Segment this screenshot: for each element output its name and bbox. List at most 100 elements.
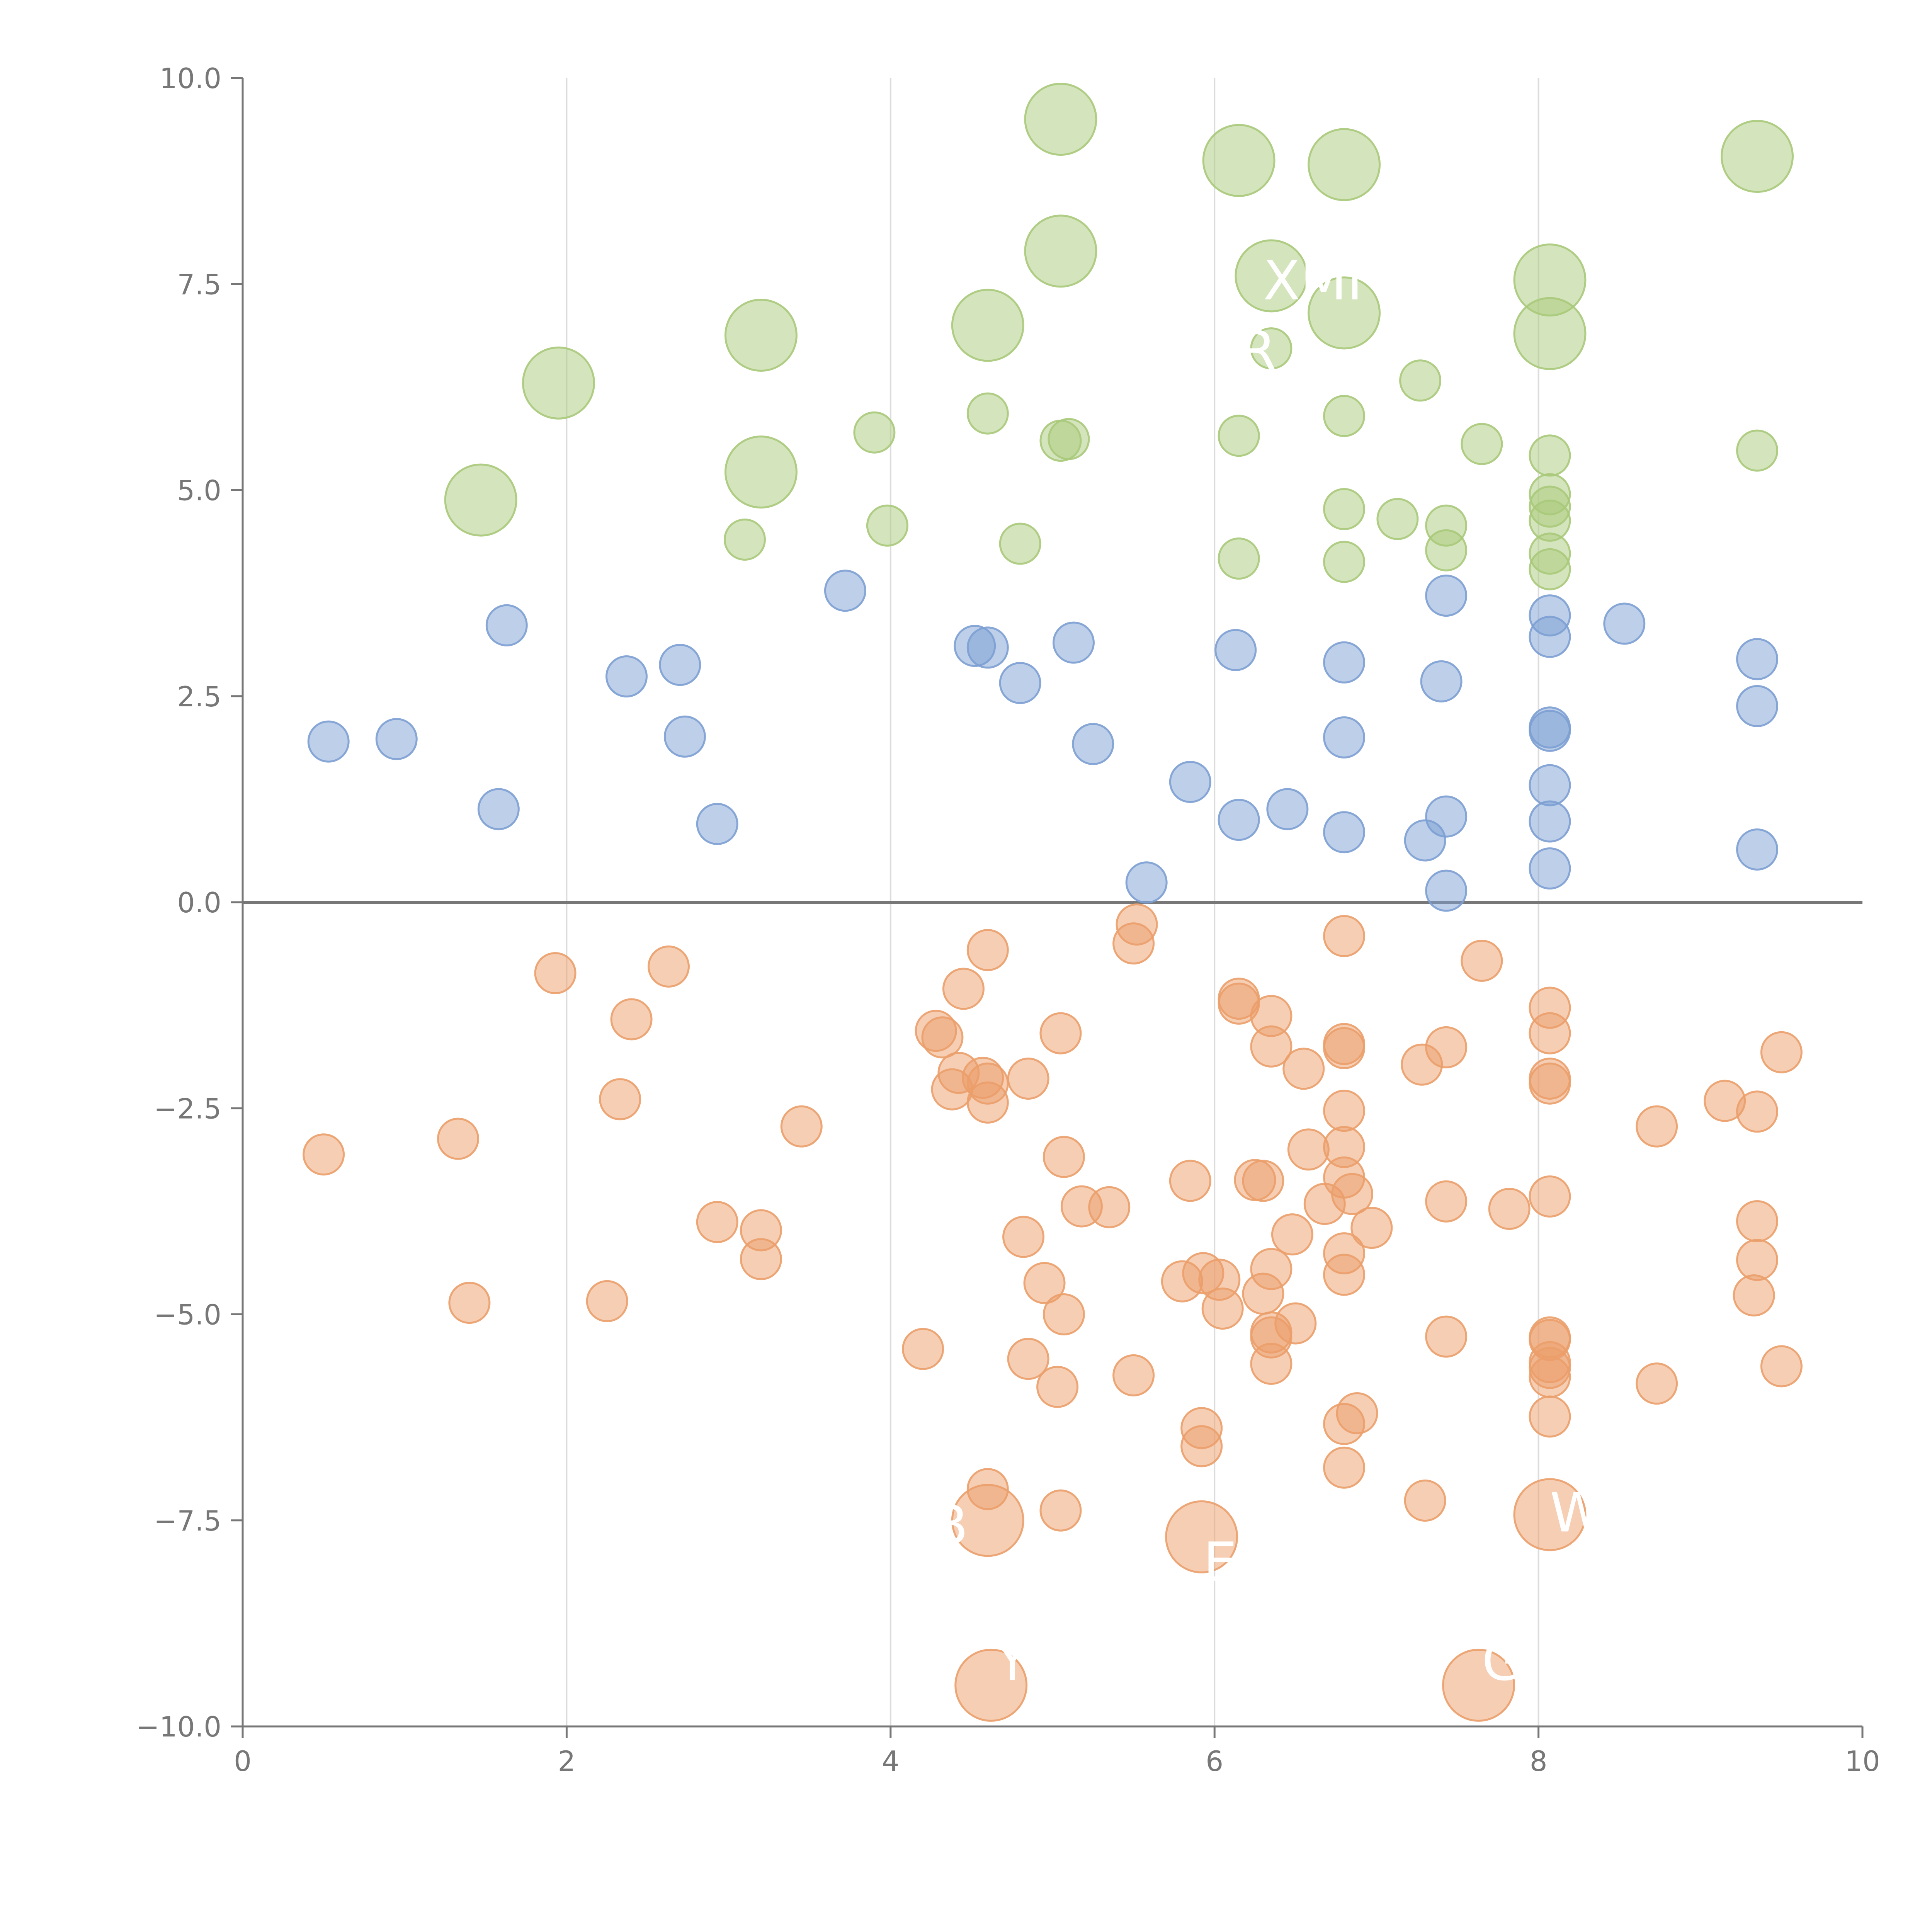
point-orange-16 [780,1105,823,1148]
point-orange-74 [1323,1446,1366,1489]
point-label-0: XMI [1263,250,1363,313]
point-green-2 [1308,128,1381,201]
point-orange-25 [966,1062,1009,1105]
point-green-36 [1218,537,1260,580]
point-green-7 [1308,276,1381,350]
point-orange-8 [534,952,577,994]
point-orange-72 [1323,1253,1366,1296]
point-green-29 [1376,498,1419,540]
point-blue-33 [1529,847,1571,890]
point-label-5: Y [995,1630,1029,1693]
point-green-1 [1202,124,1276,197]
point-blue-1 [375,718,418,760]
point-blue-2 [485,604,528,646]
y-tick-label-6: −5.0 [154,1299,221,1331]
point-orange-32 [1036,1366,1079,1408]
point-blue-32 [1529,800,1571,843]
point-green-38 [1529,548,1571,590]
point-orange-89 [1529,1175,1571,1218]
point-green-25 [724,518,766,561]
x-tick-label-1: 2 [558,1745,575,1777]
x-tick-label-2: 4 [882,1745,900,1777]
point-orange-28 [1002,1216,1045,1258]
y-tick-label-2: 5.0 [177,474,221,507]
point-blue-17 [1218,799,1260,841]
point-blue-6 [663,715,706,758]
point-orange-29 [1007,1057,1049,1100]
point-orange-101 [1736,1239,1779,1281]
point-orange-13 [696,1201,738,1243]
point-green-5 [1235,239,1308,313]
point-orange-59 [1250,1342,1293,1385]
point-blue-35 [1736,638,1779,680]
point-green-8 [1513,297,1587,370]
data-points [303,83,1803,1722]
y-tick-label-1: 7.5 [177,268,221,301]
point-green-27 [999,522,1041,565]
point-orange-1 [1165,1500,1238,1573]
point-orange-5 [303,1133,345,1176]
point-blue-11 [999,662,1041,704]
point-orange-31 [1023,1262,1066,1304]
point-blue-5 [659,644,701,686]
point-blue-12 [1052,621,1095,664]
point-orange-33 [1039,1012,1082,1054]
point-label-1: R [1239,320,1276,383]
point-green-11 [522,346,595,420]
point-blue-0 [307,720,350,763]
y-tick-label-5: −2.5 [154,1092,221,1125]
point-orange-4 [1442,1648,1515,1722]
point-orange-9 [599,1078,641,1121]
point-blue-20 [1323,716,1366,759]
point-orange-84 [1488,1187,1531,1230]
point-orange-35 [1043,1136,1085,1178]
point-blue-16 [1214,629,1257,671]
point-orange-102 [1733,1274,1775,1316]
point-blue-30 [1529,709,1571,752]
y-tick-label-3: 2.5 [177,680,221,713]
point-green-16 [853,411,896,454]
point-orange-7 [448,1282,491,1324]
point-blue-31 [1529,764,1571,806]
point-orange-3 [954,1648,1028,1722]
point-blue-28 [1529,616,1571,658]
y-tick-label-0: 10.0 [160,62,221,95]
point-orange-55 [1250,1025,1293,1068]
point-blue-4 [605,655,648,698]
point-blue-36 [1736,685,1779,727]
point-orange-19 [921,1016,964,1059]
point-green-24 [1736,429,1779,472]
point-orange-83 [1461,939,1503,982]
point-blue-26 [1425,869,1468,912]
point-orange-52 [1242,1160,1284,1202]
point-blue-13 [1072,723,1114,765]
point-blue-7 [696,803,738,845]
point-orange-94 [1529,1356,1571,1398]
point-blue-15 [1125,861,1168,904]
point-green-4 [1024,214,1097,288]
point-blue-14 [1169,761,1211,803]
point-blue-37 [1736,828,1779,871]
point-blue-22 [1425,575,1468,617]
point-green-26 [866,504,908,547]
point-green-10 [951,289,1024,362]
point-orange-41 [1116,903,1158,946]
point-orange-43 [1169,1160,1211,1202]
point-green-22 [1461,423,1503,465]
point-green-15 [1399,359,1442,402]
point-orange-86 [1529,1012,1571,1054]
point-orange-82 [1425,1315,1468,1358]
point-orange-97 [1636,1362,1678,1405]
y-tick-label-8: −10.0 [136,1711,221,1743]
point-orange-61 [1274,1302,1317,1345]
point-orange-67 [1323,1027,1366,1070]
point-orange-45 [1180,1425,1223,1468]
point-orange-104 [1760,1345,1803,1388]
point-green-37 [1323,541,1366,583]
point-orange-2 [1513,1478,1587,1551]
point-orange-103 [1760,1031,1803,1073]
point-green-34 [1425,529,1468,571]
point-orange-62 [1282,1048,1325,1090]
point-orange-99 [1736,1090,1779,1133]
